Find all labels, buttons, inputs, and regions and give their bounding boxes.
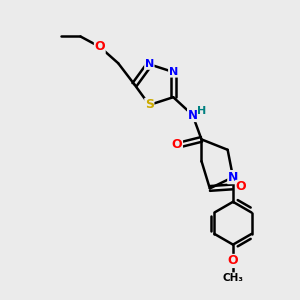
Text: O: O: [236, 181, 246, 194]
Text: O: O: [94, 40, 105, 53]
Text: N: N: [228, 171, 238, 184]
Text: N: N: [145, 59, 154, 69]
Text: CH₃: CH₃: [223, 273, 244, 283]
Text: H: H: [197, 106, 207, 116]
Text: N: N: [169, 67, 178, 77]
Text: O: O: [228, 254, 238, 268]
Text: S: S: [145, 98, 154, 112]
Text: N: N: [188, 109, 198, 122]
Text: O: O: [172, 138, 182, 151]
